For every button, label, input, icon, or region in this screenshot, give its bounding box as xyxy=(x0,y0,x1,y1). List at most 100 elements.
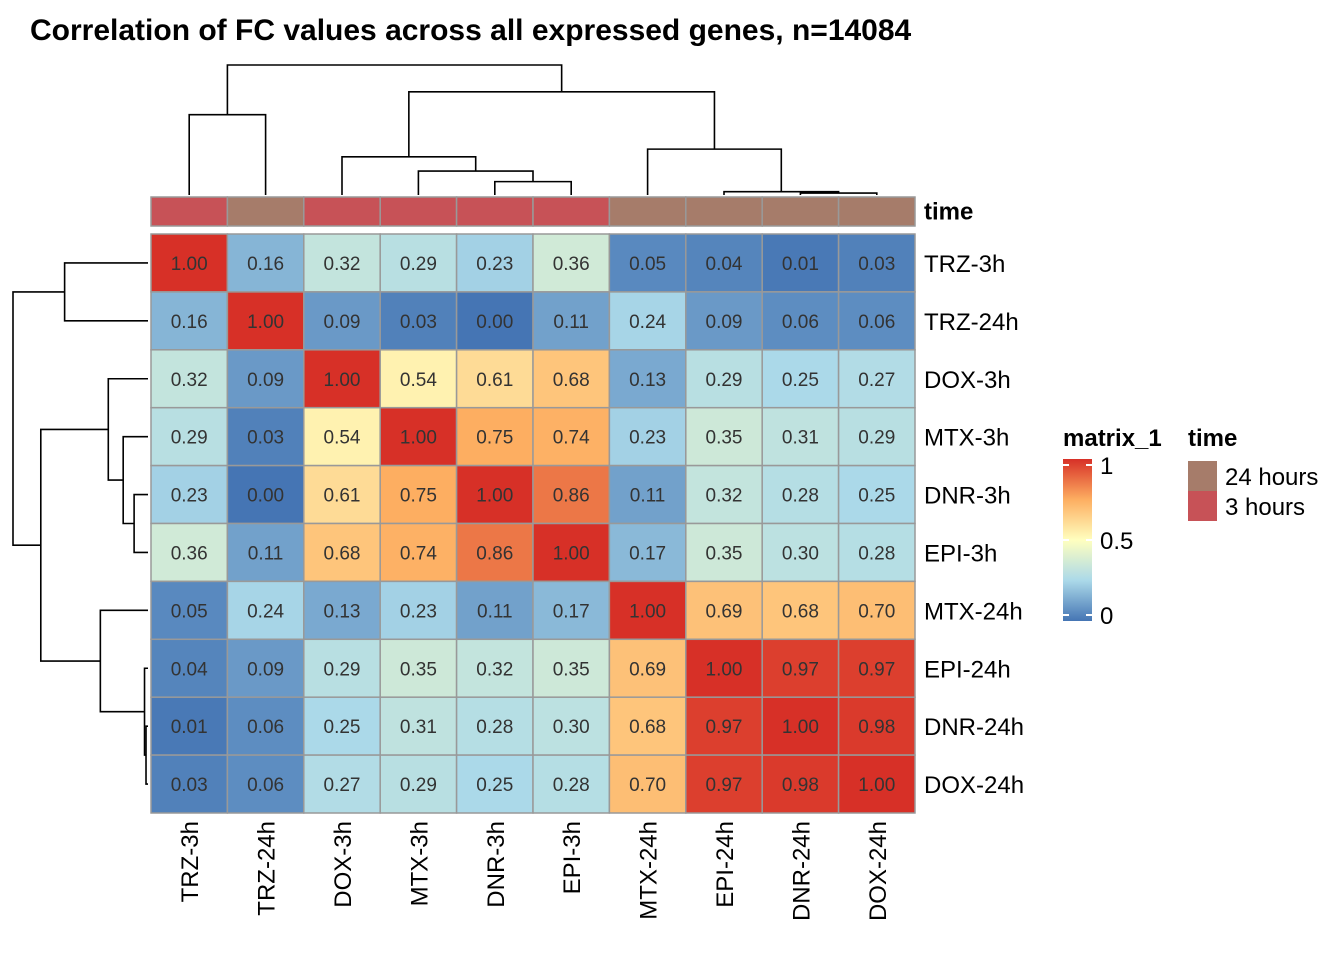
row-label: DNR-3h xyxy=(924,483,1011,510)
cell-value-label: 1.00 xyxy=(324,370,361,391)
heatmap-cell xyxy=(608,291,687,351)
cell-value-label: 0.31 xyxy=(782,428,819,449)
heatmap-cell xyxy=(837,291,916,351)
cell-value-label: 0.16 xyxy=(247,254,284,275)
cell-value-label: 0.04 xyxy=(171,659,208,680)
cell-value-label: 1.00 xyxy=(476,486,513,507)
heatmap-cell xyxy=(226,233,305,293)
annotation-cell xyxy=(761,196,840,227)
heatmap-cell xyxy=(379,291,458,351)
cell-value-label: 0.13 xyxy=(324,601,361,622)
heatmap-cell xyxy=(303,233,381,293)
heatmap-cell xyxy=(455,406,534,467)
heatmap-cell xyxy=(532,291,611,351)
cell-value-label: 0.31 xyxy=(400,717,437,738)
annotation-cell xyxy=(379,196,458,227)
row-label: MTX-24h xyxy=(924,598,1023,625)
dendrogram-branch xyxy=(39,428,109,662)
cell-value-label: 0.03 xyxy=(171,775,208,796)
time-annotation-label: time xyxy=(924,199,973,226)
annotation-cell xyxy=(608,196,687,227)
column-label: TRZ-24h xyxy=(254,821,281,916)
cell-value-label: 0.24 xyxy=(629,312,666,333)
heatmap-cell xyxy=(303,406,381,467)
cell-value-label: 0.98 xyxy=(782,775,819,796)
cell-value-label: 0.75 xyxy=(476,428,513,449)
dendrogram-branch xyxy=(99,609,148,713)
heatmap-cell xyxy=(685,464,763,525)
color-scale-title: matrix_1 xyxy=(1063,425,1162,452)
cell-value-label: 0.05 xyxy=(629,254,666,275)
cell-value-label: 0.06 xyxy=(247,717,284,738)
cell-value-label: 1.00 xyxy=(858,775,895,796)
heatmap-cell xyxy=(150,522,229,583)
heatmap-cell xyxy=(379,349,458,409)
heatmap-cell xyxy=(150,754,229,814)
annotation-cell xyxy=(837,196,916,227)
cell-value-label: 0.28 xyxy=(782,486,819,507)
column-label: DOX-24h xyxy=(865,821,892,921)
color-scale-tick-label: 0.5 xyxy=(1100,528,1133,555)
cell-value-label: 0.06 xyxy=(247,775,284,796)
cell-value-label: 0.36 xyxy=(553,254,590,275)
cell-value-label: 0.86 xyxy=(476,543,513,564)
heatmap-cell xyxy=(455,754,534,814)
cell-value-label: 0.23 xyxy=(171,486,208,507)
cell-value-label: 0.03 xyxy=(247,428,284,449)
cell-value-label: 0.35 xyxy=(553,659,590,680)
row-label: TRZ-24h xyxy=(924,309,1019,336)
cell-value-label: 0.09 xyxy=(706,312,743,333)
heatmap-cell xyxy=(837,638,916,698)
cell-value-label: 0.23 xyxy=(400,601,437,622)
cell-value-label: 1.00 xyxy=(782,717,819,738)
dendrogram-branch xyxy=(417,170,534,195)
heatmap-cell xyxy=(150,638,229,698)
dendrogram-branch xyxy=(341,155,477,195)
cell-value-label: 0.36 xyxy=(171,543,208,564)
heatmap-cell xyxy=(532,580,611,641)
heatmap-cell xyxy=(379,522,458,583)
cell-value-label: 0.61 xyxy=(324,486,361,507)
cell-value-label: 0.35 xyxy=(706,543,743,564)
time-legend-swatch xyxy=(1188,461,1217,491)
heatmap-cell xyxy=(379,233,458,293)
dendrogram-branch xyxy=(145,725,148,785)
heatmap-cells: 1.00 0.16 0.32 0.29 0.23 0.36 0.05 0.04 0.01 0.03… xyxy=(150,233,916,814)
cell-value-label: 0.01 xyxy=(171,717,208,738)
time-annotation-bar xyxy=(150,196,916,227)
cell-value-label: 0.68 xyxy=(324,543,361,564)
column-label: MTX-24h xyxy=(636,821,663,920)
heatmap-cell xyxy=(150,406,229,467)
cell-value-label: 0.25 xyxy=(782,370,819,391)
cell-value-label: 0.25 xyxy=(476,775,513,796)
column-label: DOX-3h xyxy=(330,821,357,908)
cell-value-label: 0.32 xyxy=(706,486,743,507)
heatmap-cell xyxy=(761,638,840,698)
row-label: MTX-3h xyxy=(924,425,1009,452)
cell-value-label: 0.01 xyxy=(782,254,819,275)
heatmap-cell xyxy=(837,522,916,583)
dendrogram-branch xyxy=(408,90,716,157)
cell-value-label: 0.68 xyxy=(629,717,666,738)
heatmap-cell xyxy=(150,464,229,525)
row-dendrogram xyxy=(12,262,148,785)
heatmap-cell xyxy=(837,406,916,467)
cell-value-label: 0.86 xyxy=(553,486,590,507)
cell-value-label: 0.35 xyxy=(400,659,437,680)
cell-value-label: 0.29 xyxy=(858,428,895,449)
heatmap-cell xyxy=(685,406,763,467)
cell-value-label: 0.28 xyxy=(858,543,895,564)
cell-value-label: 1.00 xyxy=(400,428,437,449)
heatmap-cell xyxy=(608,349,687,409)
annotation-cell xyxy=(532,196,611,227)
cell-value-label: 0.29 xyxy=(171,428,208,449)
cell-value-label: 0.06 xyxy=(858,312,895,333)
heatmap-cell xyxy=(455,291,534,351)
column-labels: TRZ-3h TRZ-24h DOX-3h MTX-3h DNR-3h EPI-3h MTX… xyxy=(177,821,892,921)
heatmap-cell xyxy=(532,349,611,409)
cell-value-label: 0.24 xyxy=(247,601,284,622)
time-legend-swatch xyxy=(1188,491,1217,521)
cell-value-label: 1.00 xyxy=(629,601,666,622)
time-legend-title: time xyxy=(1188,425,1237,452)
dendrogram-branch xyxy=(494,180,572,195)
